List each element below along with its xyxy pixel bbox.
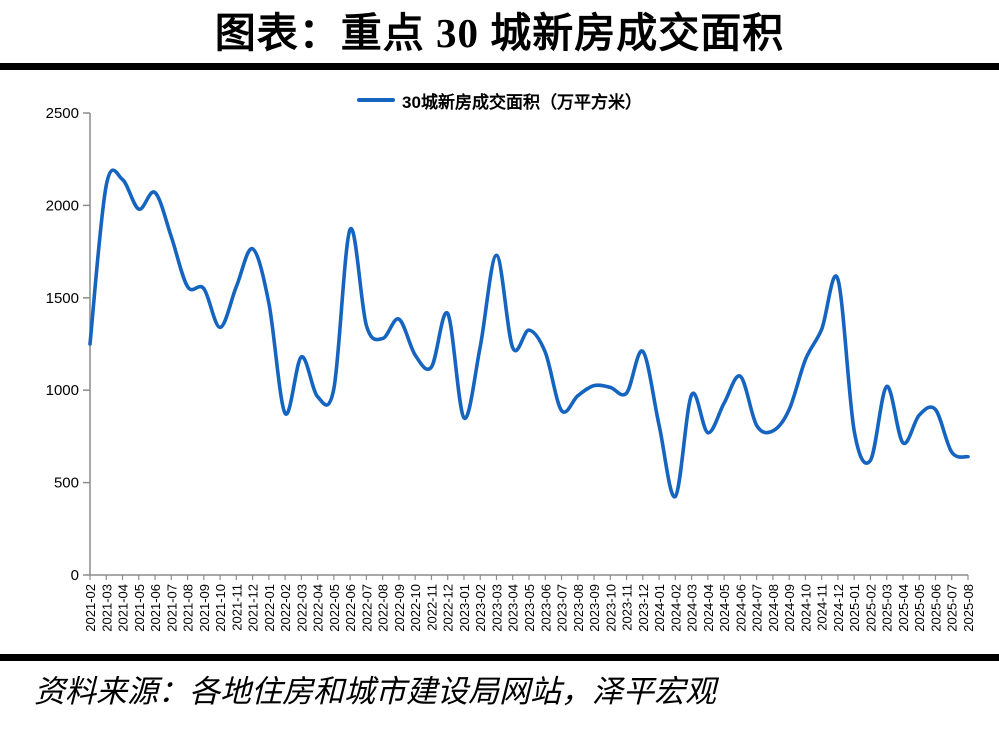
y-tick-label: 2500 [46,105,79,122]
footer-divider-rule [0,654,999,661]
x-tick-label: 2021-06 [148,584,163,632]
x-tick-label: 2023-01 [457,584,472,632]
x-tick-label: 2022-07 [359,584,374,632]
x-tick-label: 2021-09 [197,584,212,632]
x-tick-label: 2023-02 [473,584,488,632]
x-tick-label: 2021-02 [83,584,98,632]
x-tick-label: 2023-06 [538,584,553,632]
x-tick-label: 2021-08 [181,584,196,632]
y-tick-label: 0 [71,567,79,584]
x-tick-label: 2021-11 [229,584,244,631]
x-tick-label: 2023-12 [636,584,651,632]
x-tick-label: 2023-05 [522,584,537,632]
x-tick-label: 2024-03 [685,584,700,632]
x-tick-label: 2023-10 [603,584,618,632]
y-tick-label: 500 [54,475,79,492]
x-tick-label: 2025-02 [863,584,878,632]
y-tick-label: 1000 [46,382,79,399]
x-tick-label: 2024-10 [798,584,813,632]
x-tick-label: 2023-07 [555,584,570,632]
x-tick-label: 2022-05 [327,584,342,632]
x-tick-label: 2021-12 [246,584,261,632]
x-tick-label: 2024-12 [831,584,846,632]
x-tick-label: 2024-08 [766,584,781,632]
x-tick-label: 2022-12 [441,584,456,632]
x-tick-label: 2022-10 [408,584,423,632]
x-tick-label: 2024-05 [717,584,732,632]
x-tick-label: 2024-01 [652,584,667,632]
x-tick-label: 2025-06 [928,584,943,632]
x-tick-label: 2025-03 [880,584,895,632]
x-tick-label: 2024-09 [782,584,797,632]
x-tick-label: 2021-04 [116,584,131,632]
x-tick-label: 2025-04 [896,584,911,632]
x-tick-label: 2022-03 [294,584,309,632]
page-title: 图表：重点 30 城新房成交面积 [214,10,785,56]
x-tick-label: 2022-11 [424,584,439,631]
x-tick-label: 2022-02 [278,584,293,632]
x-tick-label: 2021-03 [99,584,114,632]
x-tick-label: 2024-02 [668,584,683,632]
x-tick-label: 2022-09 [392,584,407,632]
legend-label: 30城新房成交面积（万平方米） [402,92,642,112]
x-tick-label: 2023-03 [489,584,504,632]
source-attribution: 资料来源：各地住房和城市建设局网站，泽平宏观 [34,674,716,709]
x-tick-label: 2025-08 [961,584,976,632]
x-tick-label: 2023-04 [506,584,521,632]
x-tick-label: 2024-11 [815,584,830,631]
x-tick-label: 2021-07 [164,584,179,632]
y-tick-label: 1500 [46,290,79,307]
x-tick-label: 2025-05 [912,584,927,632]
x-tick-label: 2021-10 [213,584,228,632]
y-tick-label: 2000 [46,197,79,214]
legend-line-swatch [357,98,396,102]
x-tick-label: 2023-08 [571,584,586,632]
x-tick-label: 2022-01 [262,584,277,632]
x-tick-label: 2025-07 [945,584,960,632]
x-tick-label: 2023-11 [620,584,635,631]
x-tick-label: 2022-08 [376,584,391,632]
x-tick-label: 2022-04 [311,584,326,632]
x-tick-label: 2021-05 [132,584,147,632]
x-tick-label: 2025-01 [847,584,862,632]
x-tick-label: 2023-09 [587,584,602,632]
legend: 30城新房成交面积（万平方米） [0,88,999,112]
title-divider-rule [0,63,999,70]
x-tick-label: 2024-04 [701,584,716,632]
x-tick-label: 2024-06 [733,584,748,632]
x-tick-label: 2022-06 [343,584,358,632]
series-line-30-city-sales [88,168,970,499]
x-tick-label: 2024-07 [750,584,765,632]
